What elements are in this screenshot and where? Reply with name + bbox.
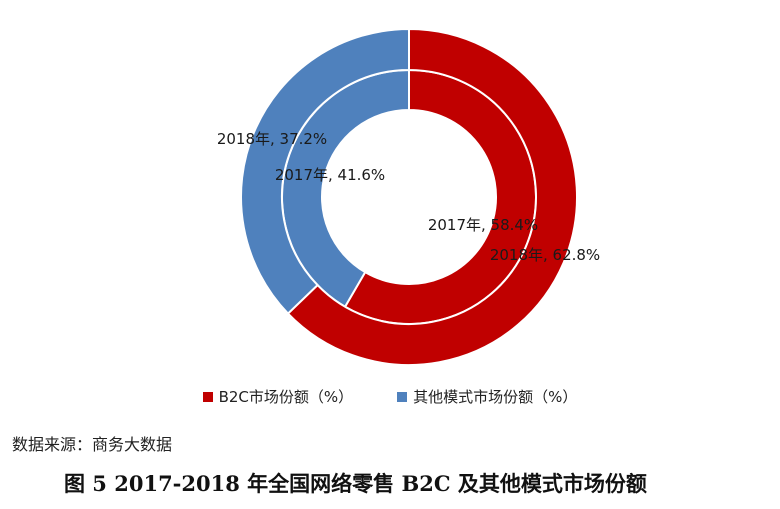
- legend-item-b2c: B2C市场份额（%）: [202, 386, 354, 407]
- data-source: 数据来源：商务大数据: [12, 435, 173, 454]
- legend-swatch-b2c: [202, 391, 213, 402]
- data-label-2018-b2c: 2018年, 62.8%: [490, 246, 600, 264]
- donut-slice-2018-other: [240, 27, 410, 315]
- donut-slice-2018-b2c: [286, 27, 578, 366]
- donut-chart: 2017年, 58.4% 2017年, 41.6% 2018年, 62.8% 2018…: [217, 27, 600, 366]
- legend-label-other: 其他模式市场份额（%）: [413, 388, 578, 406]
- legend-swatch-other: [397, 391, 408, 402]
- data-label-2017-b2c: 2017年, 58.4%: [428, 216, 538, 234]
- data-label-2018-other: 2018年, 37.2%: [217, 130, 327, 148]
- legend-label-b2c: B2C市场份额（%）: [218, 388, 354, 406]
- figure-caption: 图 5 2017-2018 年全国网络零售 B2C 及其他模式市场份额: [64, 471, 647, 496]
- chart-legend: B2C市场份额（%） 其他模式市场份额（%）: [0, 386, 780, 407]
- legend-item-other: 其他模式市场份额（%）: [397, 386, 577, 407]
- data-label-2017-other: 2017年, 41.6%: [275, 166, 385, 184]
